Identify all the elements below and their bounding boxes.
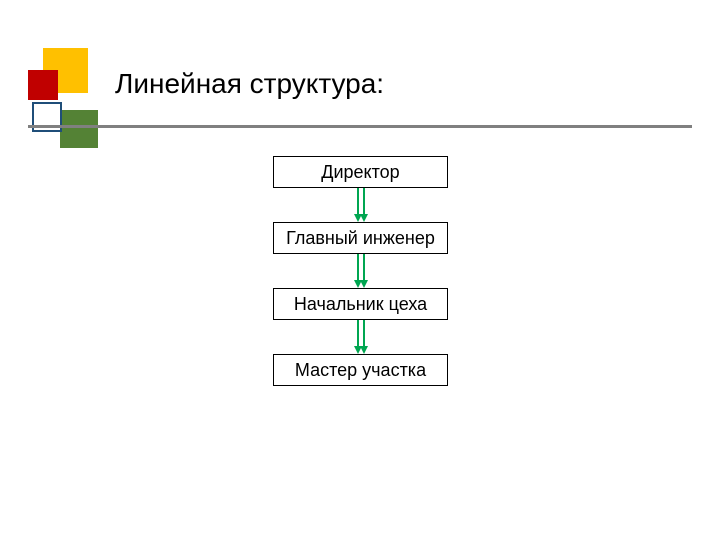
arrow-n2-n3 [349,254,373,288]
title-underline [28,125,692,128]
decor-square-green [60,110,98,148]
arrow-n1-n2 [349,188,373,222]
arrow-n3-n4 [349,320,373,354]
slide-title: Линейная структура: [115,68,384,100]
node-n1: Директор [273,156,448,188]
node-n4: Мастер участка [273,354,448,386]
node-n3: Начальник цеха [273,288,448,320]
node-n2: Главный инженер [273,222,448,254]
decor-square-red [28,70,58,100]
